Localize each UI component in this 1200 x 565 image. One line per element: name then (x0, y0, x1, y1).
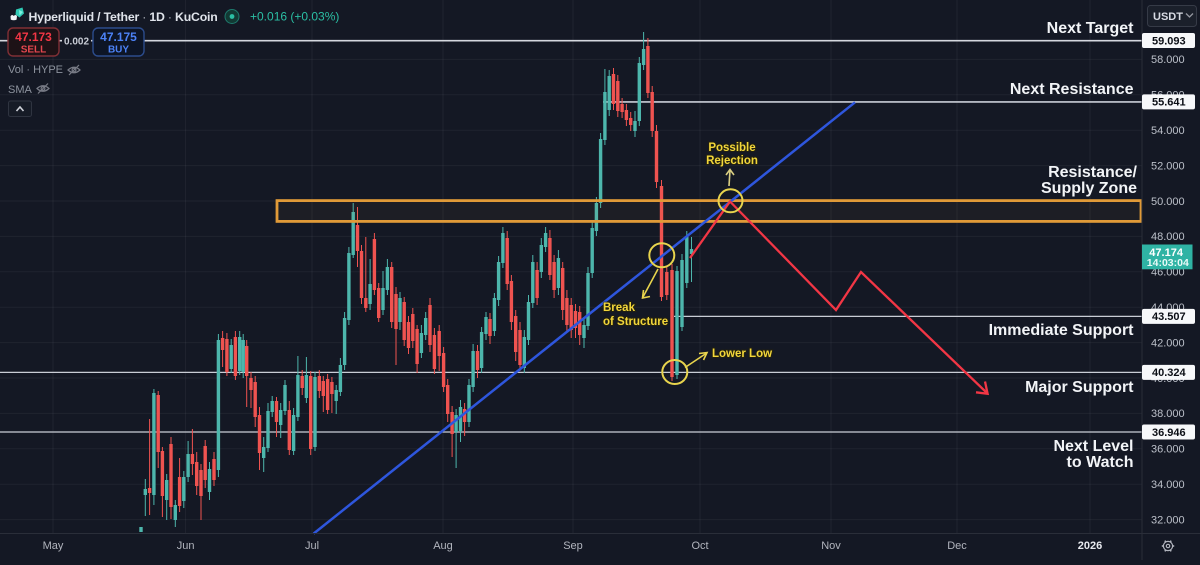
svg-text:SELL: SELL (21, 45, 47, 56)
svg-text:36.946: 36.946 (1152, 427, 1186, 439)
svg-text:+0.016 (+0.03%): +0.016 (+0.03%) (250, 10, 339, 24)
svg-text:of Structure: of Structure (603, 316, 668, 328)
svg-text:47.175: 47.175 (100, 30, 137, 44)
svg-text:Jul: Jul (305, 540, 319, 552)
svg-text:38.000: 38.000 (1151, 408, 1185, 420)
svg-text:42.000: 42.000 (1151, 337, 1185, 349)
svg-text:to Watch: to Watch (1067, 454, 1134, 471)
svg-text:50.000: 50.000 (1151, 196, 1185, 208)
svg-text:Aug: Aug (433, 540, 453, 552)
svg-text:Vol · HYPE: Vol · HYPE (8, 64, 63, 76)
svg-text:Jun: Jun (177, 540, 195, 552)
svg-text:34.000: 34.000 (1151, 479, 1185, 491)
svg-text:Next Level: Next Level (1053, 438, 1133, 455)
svg-text:58.000: 58.000 (1151, 54, 1185, 66)
svg-text:Supply Zone: Supply Zone (1041, 180, 1137, 197)
svg-text:Dec: Dec (947, 540, 967, 552)
svg-text:Oct: Oct (691, 540, 708, 552)
svg-text:52.000: 52.000 (1151, 160, 1185, 172)
svg-text:40.324: 40.324 (1152, 367, 1187, 379)
svg-text:Sep: Sep (563, 540, 583, 552)
svg-text:2026: 2026 (1078, 540, 1102, 552)
svg-text:Resistance/: Resistance/ (1048, 164, 1137, 181)
svg-text:Immediate Support: Immediate Support (989, 322, 1135, 339)
svg-text:55.641: 55.641 (1152, 97, 1186, 109)
svg-text:Possible: Possible (708, 142, 755, 154)
svg-text:54.000: 54.000 (1151, 125, 1185, 137)
svg-text:43.507: 43.507 (1152, 311, 1186, 323)
svg-text:Hyperliquid / Tether · 1D · Ku: Hyperliquid / Tether · 1D · KuCoin (29, 10, 218, 24)
svg-text:Next Resistance: Next Resistance (1010, 81, 1134, 98)
svg-text:Lower Low: Lower Low (712, 348, 772, 360)
svg-text:SMA: SMA (8, 84, 33, 96)
svg-text:59.093: 59.093 (1152, 35, 1186, 47)
svg-text:48.000: 48.000 (1151, 231, 1185, 243)
svg-text:USDT: USDT (1153, 11, 1183, 23)
svg-text:Next Target: Next Target (1047, 20, 1135, 37)
svg-text:Nov: Nov (821, 540, 841, 552)
svg-text:May: May (43, 540, 64, 552)
svg-text:Rejection: Rejection (706, 155, 758, 167)
svg-text:14:03:04: 14:03:04 (1147, 257, 1189, 269)
svg-text:BUY: BUY (108, 45, 129, 56)
svg-text:Major Support: Major Support (1025, 379, 1134, 396)
svg-text:47.174: 47.174 (1149, 247, 1184, 259)
svg-text:32.000: 32.000 (1151, 514, 1185, 526)
svg-text:47.173: 47.173 (15, 30, 52, 44)
svg-text:Break: Break (603, 302, 636, 314)
svg-text:0.002: 0.002 (64, 36, 89, 47)
svg-text:36.000: 36.000 (1151, 444, 1185, 456)
svg-text:46.000: 46.000 (1151, 267, 1185, 279)
